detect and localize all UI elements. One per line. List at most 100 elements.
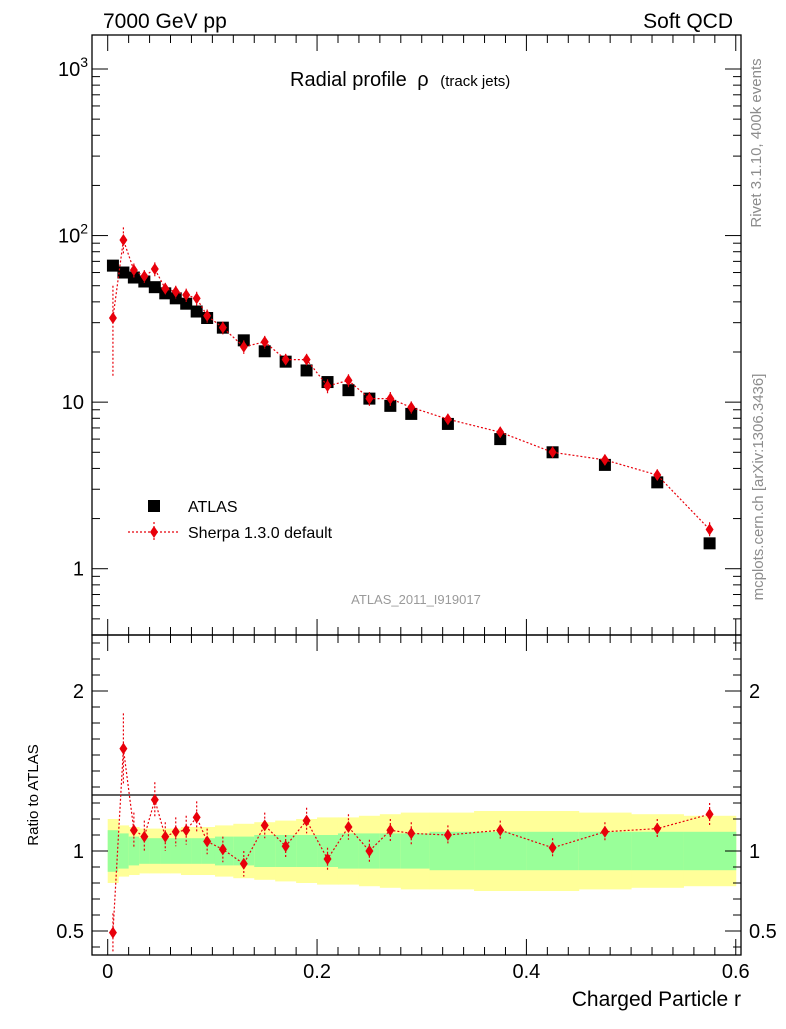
ratio-band-inner xyxy=(317,835,339,867)
ratio-point xyxy=(239,857,248,870)
ratio-band-inner xyxy=(170,838,182,864)
ratio-band-inner xyxy=(191,838,203,864)
sherpa-line xyxy=(112,239,711,530)
ratio-point xyxy=(218,843,227,856)
sherpa-point xyxy=(129,264,138,277)
ratio-band-inner xyxy=(139,838,151,864)
ratio-point xyxy=(365,845,374,857)
ratio-ytick-label: 1 xyxy=(73,841,84,863)
sherpa-point xyxy=(119,234,128,247)
ratio-point xyxy=(129,824,138,837)
ratio-band-inner xyxy=(429,831,475,871)
ratio-ytick-label-right: 2 xyxy=(749,681,760,703)
sherpa-point xyxy=(281,353,290,366)
sherpa-point xyxy=(705,523,714,536)
ratio-point xyxy=(302,814,311,827)
sherpa-point xyxy=(323,380,332,393)
ratio-band-inner xyxy=(118,833,130,869)
atlas-point xyxy=(180,297,193,310)
ratio-point xyxy=(192,811,201,824)
ratio-point xyxy=(600,825,609,838)
main-marks-layer xyxy=(106,227,716,550)
ratio-point xyxy=(140,830,149,843)
rivet-side-text: Rivet 3.1.10, 400k events xyxy=(748,58,765,227)
ratio-point xyxy=(203,835,212,848)
ratio-frame xyxy=(91,634,742,956)
legend: ATLAS Sherpa 1.3.0 default xyxy=(128,499,333,542)
ratio-axes-layer: 0 0.2 0.4 0.6 0.5 0.5 1 1 2 2 xyxy=(56,635,777,983)
legend-data-label: ATLAS xyxy=(188,499,238,516)
ratio-point xyxy=(182,824,191,837)
chart-title: Radial profile ρ (track jets) xyxy=(290,69,510,91)
ratio-band-inner xyxy=(400,833,431,869)
analysis-id: ATLAS_2011_I919017 xyxy=(351,592,481,607)
ratio-panel: 0 0.2 0.4 0.6 0.5 0.5 1 1 2 2 Ratio to ATLAS Char… xyxy=(25,634,777,1011)
atlas-point xyxy=(258,345,271,358)
atlas-point xyxy=(117,266,130,279)
atlas-point xyxy=(703,537,716,550)
sherpa-point xyxy=(192,292,201,305)
sherpa-point xyxy=(171,285,180,298)
sherpa-point xyxy=(108,311,117,324)
sherpa-point xyxy=(302,353,311,366)
main-ytick-label: 1 xyxy=(73,559,84,581)
sherpa-point xyxy=(182,288,191,301)
main-ytick-label: 103 xyxy=(58,54,88,81)
ratio-point xyxy=(150,793,159,806)
sherpa-point xyxy=(548,446,557,459)
header-left: 7000 GeV pp xyxy=(103,10,227,33)
sherpa-point xyxy=(344,374,353,387)
ratio-band-inner xyxy=(631,831,684,871)
chart-title-symbol: ρ xyxy=(417,69,428,91)
sherpa-point xyxy=(260,335,269,348)
ratio-point xyxy=(344,821,353,833)
atlas-point xyxy=(190,305,203,318)
chart-title-text: Radial profile xyxy=(290,69,407,91)
ratio-marks-layer xyxy=(108,713,714,952)
main-ytick-label: 102 xyxy=(58,221,88,248)
atlas-point xyxy=(651,476,664,489)
header-right: Soft QCD xyxy=(643,10,733,33)
atlas-point xyxy=(342,384,355,397)
ratio-point xyxy=(653,822,662,835)
ratio-ytick-label: 0.5 xyxy=(56,921,84,943)
sherpa-point xyxy=(161,282,170,295)
ratio-line xyxy=(112,748,710,933)
ratio-band-inner xyxy=(379,833,402,869)
sherpa-point xyxy=(218,321,227,334)
ratio-band-inner xyxy=(180,838,192,864)
atlas-point xyxy=(106,259,119,272)
ratio-band-inner xyxy=(296,835,318,867)
sherpa-point xyxy=(653,469,662,482)
xtick-label: 0 xyxy=(102,961,113,983)
mcplots-side-text: mcplots.cern.ch [arXiv:1306.3436] xyxy=(750,374,767,601)
xtick-label: 0.2 xyxy=(303,961,331,983)
main-frame xyxy=(91,34,742,636)
atlas-point xyxy=(300,364,313,377)
legend-mc-marker xyxy=(150,526,158,538)
atlas-point xyxy=(127,271,140,284)
ratio-band-inner xyxy=(107,830,119,872)
sherpa-point xyxy=(443,413,452,426)
main-axes-layer: 1 10 102 103 xyxy=(58,35,741,636)
ratio-band-inner xyxy=(337,833,360,869)
ratio-band-inner xyxy=(128,836,140,866)
x-axis-label: Charged Particle r xyxy=(572,988,741,1011)
chart-title-note: (track jets) xyxy=(440,73,510,90)
ratio-point xyxy=(281,840,290,853)
main-ytick-label: 10 xyxy=(62,392,84,414)
ratio-point xyxy=(119,742,128,755)
ratio-point xyxy=(108,926,117,939)
ratio-point xyxy=(161,830,170,843)
ratio-ytick-label: 2 xyxy=(73,681,84,703)
ratio-point xyxy=(443,829,452,841)
ratio-band-inner xyxy=(578,831,632,871)
legend-mc-label: Sherpa 1.3.0 default xyxy=(188,525,333,542)
xtick-label: 0.6 xyxy=(722,961,750,983)
sherpa-point xyxy=(150,262,159,275)
ratio-point xyxy=(548,841,557,854)
ratio-point xyxy=(171,825,180,838)
ratio-band-inner xyxy=(254,835,276,867)
